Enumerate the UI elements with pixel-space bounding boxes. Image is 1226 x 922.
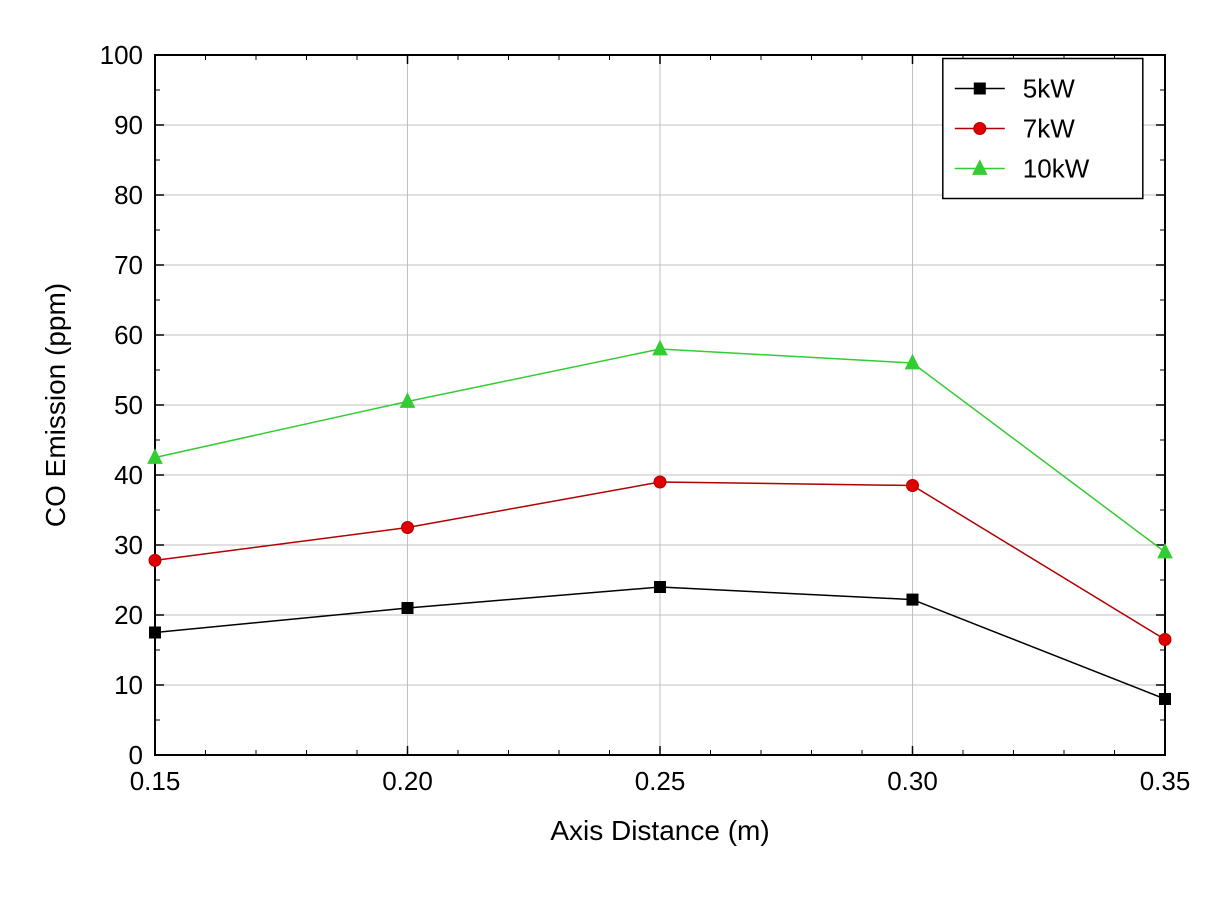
ytick-label: 40 (114, 460, 143, 490)
ytick-label: 10 (114, 670, 143, 700)
chart-container: 0.15 0.20 0.25 0.30 0.35 0 10 20 30 40 50 60 70 80 90 1… (0, 0, 1226, 922)
marker-circle (974, 123, 986, 135)
ytick-label: 20 (114, 600, 143, 630)
co-emission-chart: 0.15 0.20 0.25 0.30 0.35 0 10 20 30 40 50 60 70 80 90 1… (0, 0, 1226, 922)
legend-label: 5kW (1023, 74, 1075, 104)
ytick-label: 90 (114, 110, 143, 140)
marker-square (907, 594, 918, 605)
marker-circle (907, 480, 919, 492)
ytick-label: 100 (100, 40, 143, 70)
ytick-label: 0 (129, 740, 143, 770)
xtick-label: 0.35 (1140, 766, 1191, 796)
xtick-label: 0.25 (635, 766, 686, 796)
legend-label: 10kW (1023, 154, 1090, 184)
legend-label: 7kW (1023, 114, 1075, 144)
marker-square (1160, 694, 1171, 705)
x-axis-label: Axis Distance (m) (550, 815, 769, 846)
marker-circle (654, 476, 666, 488)
ytick-label: 70 (114, 250, 143, 280)
xtick-label: 0.30 (887, 766, 938, 796)
marker-square (974, 83, 985, 94)
marker-square (655, 582, 666, 593)
marker-square (150, 627, 161, 638)
ytick-label: 30 (114, 530, 143, 560)
ytick-label: 60 (114, 320, 143, 350)
xtick-label: 0.20 (382, 766, 433, 796)
marker-circle (149, 554, 161, 566)
xtick-label: 0.15 (130, 766, 181, 796)
y-axis-label: CO Emission (ppm) (40, 283, 71, 527)
marker-circle (1159, 634, 1171, 646)
ytick-label: 50 (114, 390, 143, 420)
legend: 5kW 7kW 10kW (943, 59, 1143, 199)
marker-circle (402, 522, 414, 534)
marker-square (402, 603, 413, 614)
ytick-label: 80 (114, 180, 143, 210)
